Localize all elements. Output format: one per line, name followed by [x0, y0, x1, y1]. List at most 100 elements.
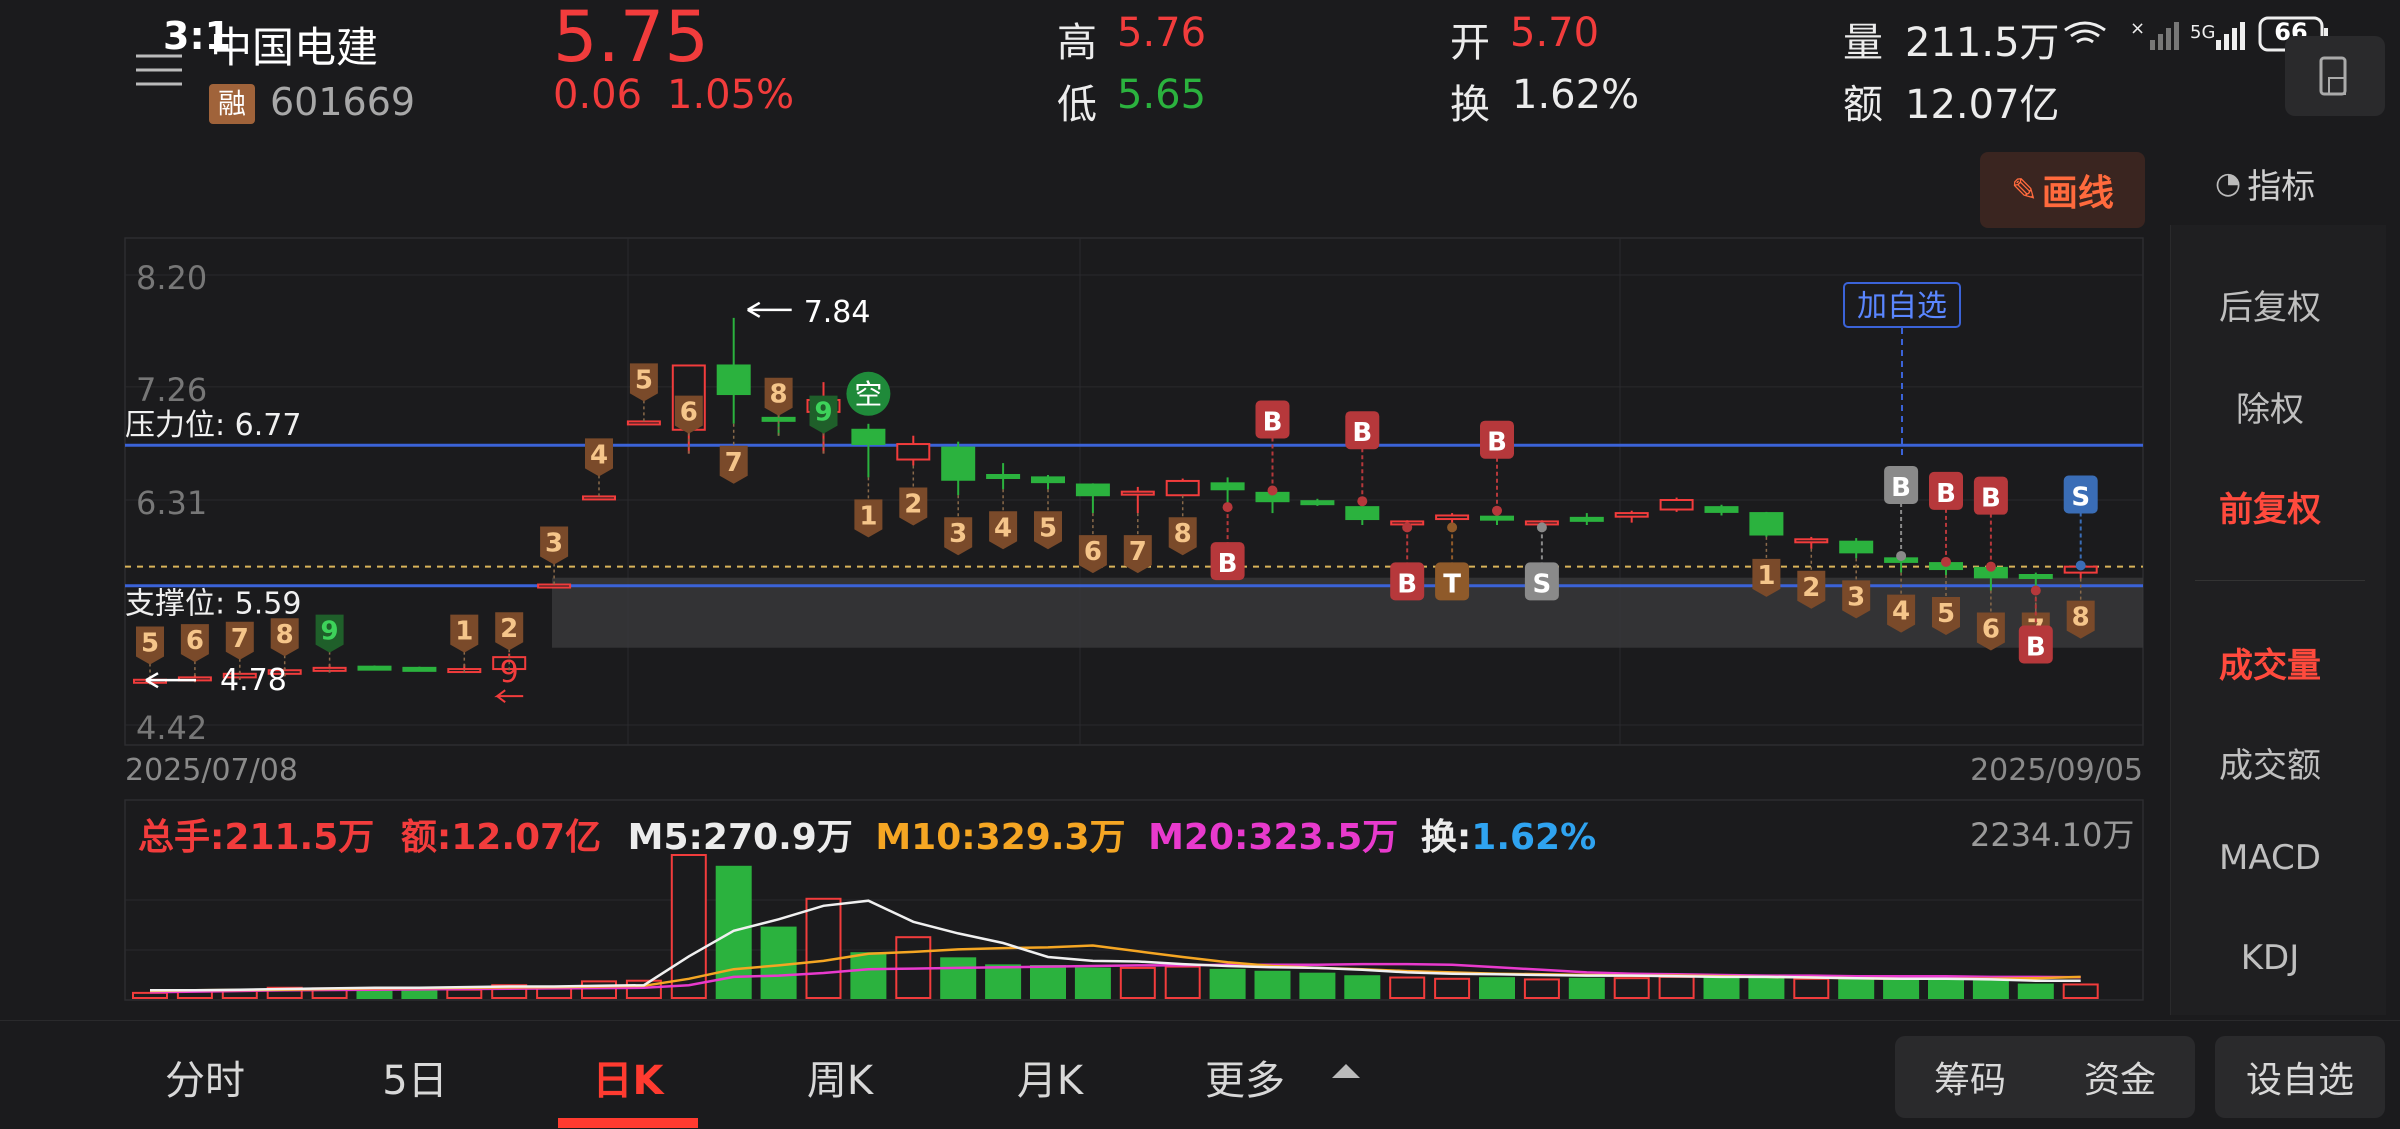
tab-intraday[interactable]: 分时 [165, 1058, 245, 1104]
td-marker [854, 499, 883, 538]
watchlist-tag [1843, 282, 1961, 328]
side-panel [2170, 225, 2386, 1015]
funds-button[interactable]: 资金 [2045, 1036, 2195, 1118]
candle [851, 428, 886, 446]
stock-name: 中国电建 [210, 23, 379, 72]
td-marker [1078, 535, 1107, 574]
signal-badge-label: S [2071, 482, 2090, 512]
wifi-icon [2064, 21, 2106, 44]
td-marker-label: 8 [2072, 603, 2090, 633]
signal-badge [1524, 562, 1559, 601]
candle [1165, 479, 1200, 497]
ma5-line [150, 899, 2081, 992]
price-chart-frame [124, 237, 2144, 746]
support-zone [552, 577, 2143, 648]
tab-monthly-k[interactable]: 月K [1016, 1058, 1084, 1104]
signal-dot [1536, 522, 1547, 533]
chips-button[interactable]: 筹码 [1895, 1036, 2045, 1118]
resistance-label: 压力位: 6.77 [125, 408, 301, 443]
menu-icon[interactable] [136, 50, 182, 90]
td-marker-label: 6 [680, 398, 698, 428]
volume-bar [1928, 979, 1964, 1000]
signal-badge-label: B [2026, 632, 2046, 662]
signal-badge [1929, 471, 1963, 510]
landscape-toggle-button[interactable] [2285, 36, 2385, 116]
td-marker [2066, 600, 2095, 639]
candle [1345, 506, 1380, 521]
td-marker [1842, 580, 1871, 619]
volume-bar [1209, 968, 1246, 1000]
volume-bar [1793, 977, 1830, 999]
add-watchlist-button[interactable]: 设自选 [2215, 1036, 2385, 1118]
indicator-button[interactable]: ◔ 指标 [2215, 158, 2375, 208]
candle [941, 446, 976, 481]
signal-dot [1492, 505, 1502, 516]
start-date-label: 2025/07/08 [125, 753, 298, 788]
volume-bar [446, 988, 483, 999]
signal-dot [1941, 556, 1951, 567]
td-marker-label: 3 [1847, 582, 1865, 612]
signal-badge [2063, 475, 2098, 514]
tab-active-indicator [558, 1118, 698, 1128]
td-marker-label: 6 [1084, 537, 1102, 567]
network-label: 5G [2190, 22, 2215, 43]
side-item-post-adjusted[interactable]: 后复权 [2219, 288, 2321, 328]
candle [1075, 483, 1110, 497]
candle [1704, 506, 1739, 513]
candle [1749, 512, 1784, 536]
watchlist-tag-label: 加自选 [1857, 289, 1947, 324]
status-time: 3:1 [163, 14, 232, 58]
side-item-ex-rights[interactable]: 除权 [2236, 390, 2304, 430]
signal-badge-label: B [1263, 407, 1283, 437]
volume-bar [1748, 975, 1785, 999]
side-item-amount[interactable]: 成交额 [2219, 746, 2321, 786]
volume-bar [1613, 977, 1650, 999]
stock-code: 601669 [270, 80, 416, 124]
side-item-pre-adjusted[interactable]: 前复权 [2219, 490, 2321, 530]
td-marker-label: 1 [455, 617, 473, 647]
legend-ma10: M10:329.3万 [875, 817, 1126, 858]
caret-up-icon[interactable] [1332, 1064, 1360, 1078]
volume-bar [1703, 976, 1740, 999]
signal-badge [1480, 420, 1514, 459]
volume-bar [1523, 978, 1560, 1000]
min-price-label: 4.78 [220, 663, 287, 698]
candle [1569, 516, 1604, 522]
tab-daily-k[interactable]: 日K [592, 1058, 664, 1104]
side-item-macd[interactable]: MACD [2219, 838, 2321, 878]
tab-weekly-k[interactable]: 周K [806, 1058, 874, 1104]
candle [582, 495, 616, 501]
td-marker [809, 395, 838, 434]
volume-bar [805, 897, 842, 999]
candle [761, 416, 796, 422]
td-marker-label: 4 [590, 440, 608, 470]
current-price: 5.75 [553, 0, 709, 78]
candle [1614, 512, 1649, 518]
volume-bar [940, 957, 977, 1000]
max-price-label: 7.84 [804, 295, 871, 330]
low-point-marker: 9 [500, 655, 519, 690]
td-marker [225, 621, 254, 660]
support-label: 支撑位: 5.59 [125, 587, 301, 622]
tab-5day[interactable]: 5日 [382, 1058, 448, 1104]
td-marker [1168, 517, 1197, 556]
side-item-kdj[interactable]: KDJ [2240, 938, 2300, 978]
side-item-volume[interactable]: 成交量 [2219, 646, 2321, 686]
open-label: 开 [1450, 20, 1490, 66]
tab-more[interactable]: 更多 [1205, 1058, 1285, 1104]
volume-legend: 总手:211.5万 额:12.07亿 M5:270.9万 M10:329.3万 … [138, 808, 1596, 860]
td-marker-label: 8 [770, 380, 788, 410]
td-marker [899, 487, 928, 526]
td-marker-label: 7 [231, 624, 249, 654]
candle [1300, 500, 1335, 506]
signal-badge-label: B [1487, 428, 1507, 458]
td-marker-label: 7 [725, 448, 743, 478]
candle [896, 443, 931, 461]
td-marker-label: 6 [1982, 614, 2000, 644]
volume-label: 量 [1843, 20, 1883, 66]
td-marker-label: 9 [321, 617, 339, 647]
legend-ma20: M20:323.5万 [1148, 817, 1399, 858]
td-marker-label: 2 [904, 489, 922, 519]
draw-line-button[interactable]: ✎ 画线 [1980, 152, 2145, 228]
